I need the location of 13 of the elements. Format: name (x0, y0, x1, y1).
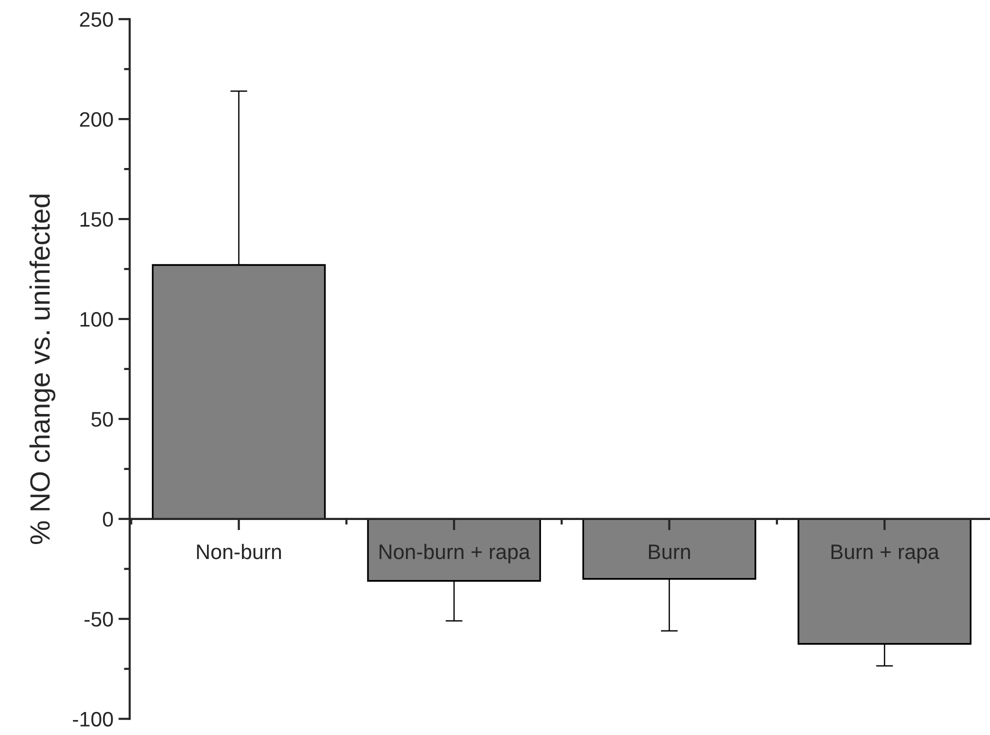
y-tick-label: 50 (91, 412, 113, 427)
y-tick-label: -50 (84, 612, 113, 627)
y-tick-label: 0 (102, 512, 113, 527)
y-tick-label: 200 (80, 112, 113, 127)
x-tick-label: Non-burn + rapa (380, 544, 530, 564)
y-tick-label: -100 (72, 712, 113, 727)
y-tick-label: 250 (80, 12, 113, 27)
x-tick-label: Non-burn (197, 544, 281, 560)
y-tick-label: 150 (80, 212, 113, 227)
x-tick-label: Burn (649, 544, 690, 560)
y-axis-title: % NO change vs. uninfected (29, 194, 56, 544)
x-tick-label: Burn + rapa (832, 544, 940, 564)
y-tick-label: 100 (80, 312, 113, 327)
